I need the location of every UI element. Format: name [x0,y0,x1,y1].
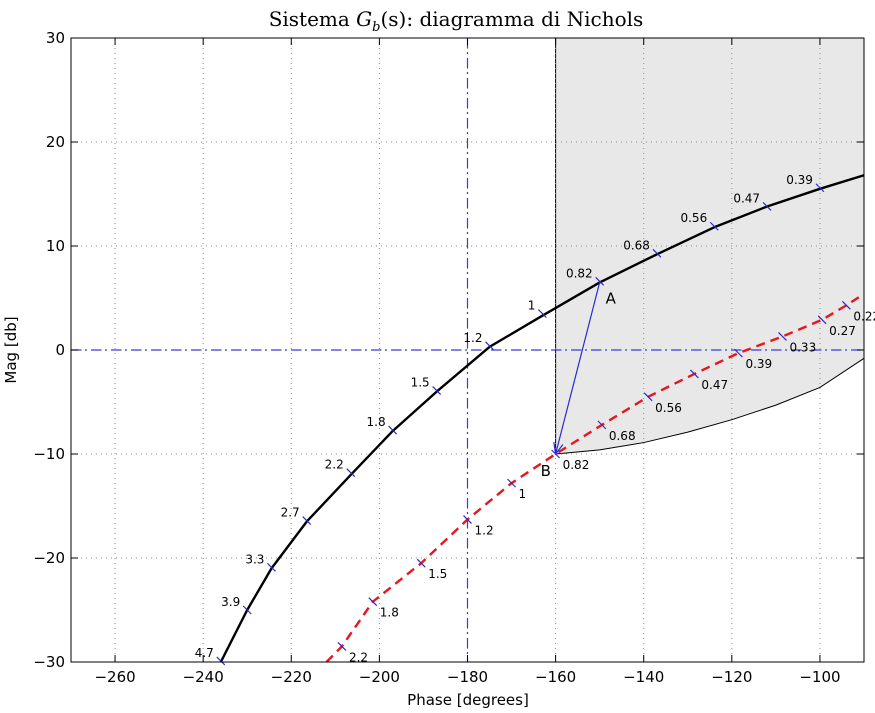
x-tick-label: −220 [271,668,312,686]
freq-label: 1.8 [367,415,386,429]
freq-tick-mark [337,641,347,651]
freq-tick-mark [652,248,662,258]
freq-label: 0.47 [701,378,728,392]
freq-label: 2.2 [325,458,344,472]
freq-label: 2.7 [281,506,300,520]
freq-label: 0.39 [786,173,813,187]
freq-tick-mark [815,183,825,193]
y-tick-label: 10 [46,237,65,255]
freq-label: 1.2 [463,331,482,345]
x-tick-label: −120 [711,668,752,686]
freq-tick-mark [242,605,252,615]
freq-tick-mark [346,468,356,478]
y-tick-label: −20 [33,549,65,567]
x-tick-label: −160 [535,668,576,686]
freq-label: 2.2 [349,650,368,664]
freq-tick-mark [368,597,378,607]
y-tick-label: 30 [46,29,65,47]
y-tick-label: −10 [33,445,65,463]
freq-tick-mark [216,656,226,666]
y-tick-label: 0 [55,341,65,359]
freq-label: 1 [528,299,536,313]
x-tick-label: −260 [94,668,135,686]
freq-label: 0.56 [680,211,707,225]
x-tick-label: −140 [623,668,664,686]
freq-label: 1.2 [475,524,494,538]
freq-label: 1.5 [428,567,447,581]
freq-label: 1.5 [411,376,430,390]
freq-tick-mark [643,392,653,402]
freq-label: 0.56 [655,401,682,415]
freq-tick-mark [485,341,494,351]
y-tick-label: 20 [46,133,65,151]
chart-title: Sistema Gb(s): diagramma di Nichols [269,7,644,35]
freq-label: 0.39 [745,357,772,371]
x-axis-label: Phase [degrees] [407,691,529,709]
x-tick-label: −240 [183,668,224,686]
x-tick-label: −180 [447,668,488,686]
freq-tick-mark [709,221,719,231]
freq-tick-mark [416,558,426,568]
region-lower-boundary [555,357,865,455]
freq-tick-mark [267,562,276,572]
freq-tick-mark [734,348,743,358]
x-tick-label: −100 [799,668,840,686]
freq-tick-mark [507,478,516,488]
freq-tick-mark [778,332,787,341]
freq-label: 1 [519,487,527,501]
series-line [219,174,864,662]
freq-tick-mark [302,516,312,525]
freq-tick-mark [597,420,607,430]
freq-label: 0.68 [609,429,636,443]
freq-label: 0.47 [733,191,760,205]
freq-tick-mark [817,315,827,325]
freq-label: 4.7 [195,646,214,660]
point-label-a: A [606,289,617,307]
y-tick-label: −30 [33,653,65,671]
freq-label: 0.33 [789,340,816,354]
freq-label: 3.3 [245,552,264,566]
freq-label: 1.8 [380,606,399,620]
freq-label: 0.27 [829,324,856,338]
freq-label: 3.9 [221,595,240,609]
freq-tick-mark [463,515,472,524]
freq-tick-mark [432,386,442,395]
freq-label: 0.82 [563,458,590,472]
freq-tick-mark [537,309,547,319]
y-axis-label: Mag [db] [2,316,20,383]
freq-label: 0.82 [566,266,593,280]
freq-tick-mark [689,369,699,379]
freq-tick-mark [388,425,398,435]
plot-area: 4.7 3.9 3.3 2.7 2.2 1.8 1.5 1.2 1 0.82 0.68 0.56 0.4… [33,29,875,686]
point-label-b: B [541,462,551,480]
arrow-line [555,282,601,455]
freq-tick-mark [841,300,851,310]
freq-tick-mark [762,202,772,211]
freq-label: 0.68 [623,238,650,252]
arrow-head [553,442,564,456]
freq-tick-mark [595,276,605,286]
x-tick-label: −200 [359,668,400,686]
